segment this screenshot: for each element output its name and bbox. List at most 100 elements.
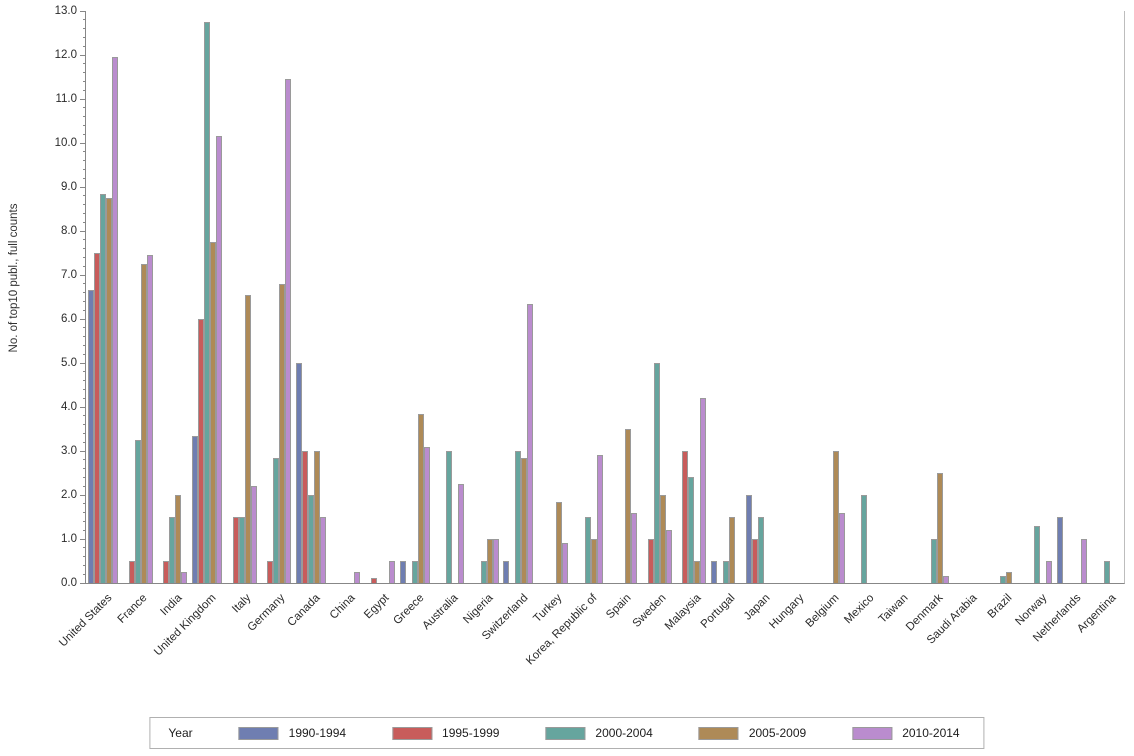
bar-group bbox=[812, 11, 847, 583]
legend-swatch bbox=[698, 726, 739, 740]
y-tick-label: 0.0 bbox=[61, 577, 77, 589]
bar bbox=[146, 255, 153, 583]
bar bbox=[204, 22, 211, 583]
y-major-tick bbox=[80, 582, 86, 584]
y-minor-tick bbox=[83, 168, 86, 170]
y-major-tick bbox=[80, 10, 86, 12]
y-major-tick bbox=[80, 54, 86, 56]
y-tick-label: 7.0 bbox=[61, 269, 77, 281]
y-minor-tick bbox=[83, 19, 86, 21]
y-minor-tick bbox=[83, 160, 86, 162]
bar bbox=[515, 451, 522, 583]
bar bbox=[423, 446, 430, 583]
y-minor-tick bbox=[83, 124, 86, 126]
bar bbox=[279, 283, 286, 583]
y-minor-tick bbox=[83, 89, 86, 91]
y-major-tick bbox=[80, 318, 86, 320]
bar bbox=[181, 572, 188, 583]
y-minor-tick bbox=[83, 204, 86, 206]
bar-group bbox=[743, 11, 778, 583]
bar-group bbox=[155, 11, 190, 583]
y-tick-label: 9.0 bbox=[61, 181, 77, 193]
y-major-tick bbox=[80, 538, 86, 540]
bar bbox=[590, 539, 597, 583]
bar bbox=[631, 512, 638, 583]
y-minor-tick bbox=[83, 221, 86, 223]
bar bbox=[411, 561, 418, 583]
legend-entry: 2005-2009 bbox=[698, 726, 807, 740]
y-minor-tick bbox=[83, 503, 86, 505]
y-tick-label: 2.0 bbox=[61, 489, 77, 501]
bar-group bbox=[985, 11, 1020, 583]
y-minor-tick bbox=[83, 459, 86, 461]
y-minor-tick bbox=[83, 573, 86, 575]
bar bbox=[665, 530, 672, 583]
bar bbox=[216, 136, 223, 583]
bar-group bbox=[536, 11, 571, 583]
y-minor-tick bbox=[83, 520, 86, 522]
y-minor-tick bbox=[83, 133, 86, 135]
bar bbox=[930, 539, 937, 583]
y-minor-tick bbox=[83, 283, 86, 285]
y-tick-label: 11.0 bbox=[55, 93, 77, 105]
bar-group bbox=[570, 11, 605, 583]
bar bbox=[94, 253, 101, 583]
bar bbox=[751, 539, 758, 583]
bar-group bbox=[674, 11, 709, 583]
y-minor-tick bbox=[83, 529, 86, 531]
bar-group bbox=[259, 11, 294, 583]
bar bbox=[562, 543, 569, 583]
bar-group bbox=[1020, 11, 1055, 583]
y-minor-tick bbox=[83, 36, 86, 38]
bar bbox=[653, 363, 660, 583]
y-tick-label: 3.0 bbox=[61, 445, 77, 457]
bar bbox=[238, 517, 245, 583]
y-minor-tick bbox=[83, 388, 86, 390]
y-tick-label: 10.0 bbox=[54, 137, 77, 149]
y-minor-tick bbox=[83, 432, 86, 434]
bar-group bbox=[916, 11, 951, 583]
y-major-tick bbox=[80, 98, 86, 100]
bar-group bbox=[605, 11, 640, 583]
bar bbox=[757, 517, 764, 583]
y-minor-tick bbox=[83, 353, 86, 355]
bar bbox=[128, 561, 135, 583]
y-minor-tick bbox=[83, 556, 86, 558]
y-major-tick bbox=[80, 274, 86, 276]
y-minor-tick bbox=[83, 415, 86, 417]
bar bbox=[250, 486, 257, 583]
legend: Year 1990-1994 1995-1999 2000-2004 2005-200… bbox=[149, 717, 985, 749]
bar bbox=[710, 561, 717, 583]
legend-entry: 1990-1994 bbox=[238, 726, 346, 740]
bar bbox=[999, 576, 1006, 583]
bar bbox=[1046, 561, 1053, 583]
y-minor-tick bbox=[83, 397, 86, 399]
bar bbox=[647, 539, 654, 583]
bar bbox=[163, 561, 170, 583]
bar bbox=[446, 451, 453, 583]
y-minor-tick bbox=[83, 300, 86, 302]
y-minor-tick bbox=[83, 424, 86, 426]
bar bbox=[527, 303, 534, 583]
y-major-tick bbox=[80, 362, 86, 364]
y-minor-tick bbox=[83, 344, 86, 346]
legend-label: 2005-2009 bbox=[748, 726, 807, 740]
y-minor-tick bbox=[83, 547, 86, 549]
bar bbox=[175, 495, 182, 583]
bar-group bbox=[294, 11, 329, 583]
y-minor-tick bbox=[83, 476, 86, 478]
y-minor-tick bbox=[83, 212, 86, 214]
bar-group bbox=[224, 11, 259, 583]
y-minor-tick bbox=[83, 28, 86, 30]
bar bbox=[936, 473, 943, 583]
bar bbox=[285, 79, 292, 583]
plot-area: 0.0 1.0 2.0 3.0 4.0 5.0 6.0 7.0 8.0 9.0 10.0 11.0 12… bbox=[55, 5, 1125, 589]
bar bbox=[198, 319, 205, 583]
legend-swatch bbox=[852, 726, 893, 740]
legend-title: Year bbox=[168, 726, 193, 740]
bar bbox=[1103, 561, 1110, 583]
bar bbox=[371, 577, 378, 583]
bar bbox=[942, 576, 949, 583]
bar bbox=[192, 435, 199, 583]
